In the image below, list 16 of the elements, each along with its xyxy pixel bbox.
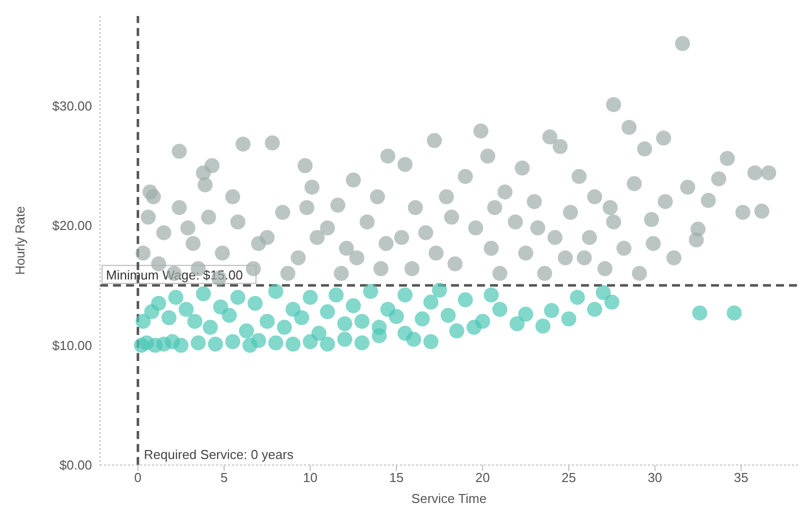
- x-tick-label: 0: [134, 470, 142, 486]
- y-tick-label: $30.00: [52, 98, 92, 114]
- x-tick-label: 25: [562, 470, 576, 486]
- x-tick-label: 35: [734, 470, 748, 486]
- ref-line-label: Required Service: 0 years: [144, 447, 294, 462]
- ref-line-label: Minimum Wage: $15.00: [106, 267, 243, 282]
- x-axis-title: Service Time: [411, 491, 487, 506]
- y-tick-label: $10.00: [52, 338, 92, 353]
- y-axis-title: Hourly Rate: [12, 206, 28, 275]
- y-tick-label: $0.00: [59, 458, 92, 473]
- x-tick-label: 15: [389, 470, 404, 486]
- x-tick-label: 5: [220, 470, 228, 486]
- x-tick-label: 30: [648, 470, 662, 486]
- y-tick-label: $20.00: [52, 218, 92, 234]
- x-tick-label: 10: [303, 470, 318, 486]
- x-tick-label: 20: [475, 470, 490, 486]
